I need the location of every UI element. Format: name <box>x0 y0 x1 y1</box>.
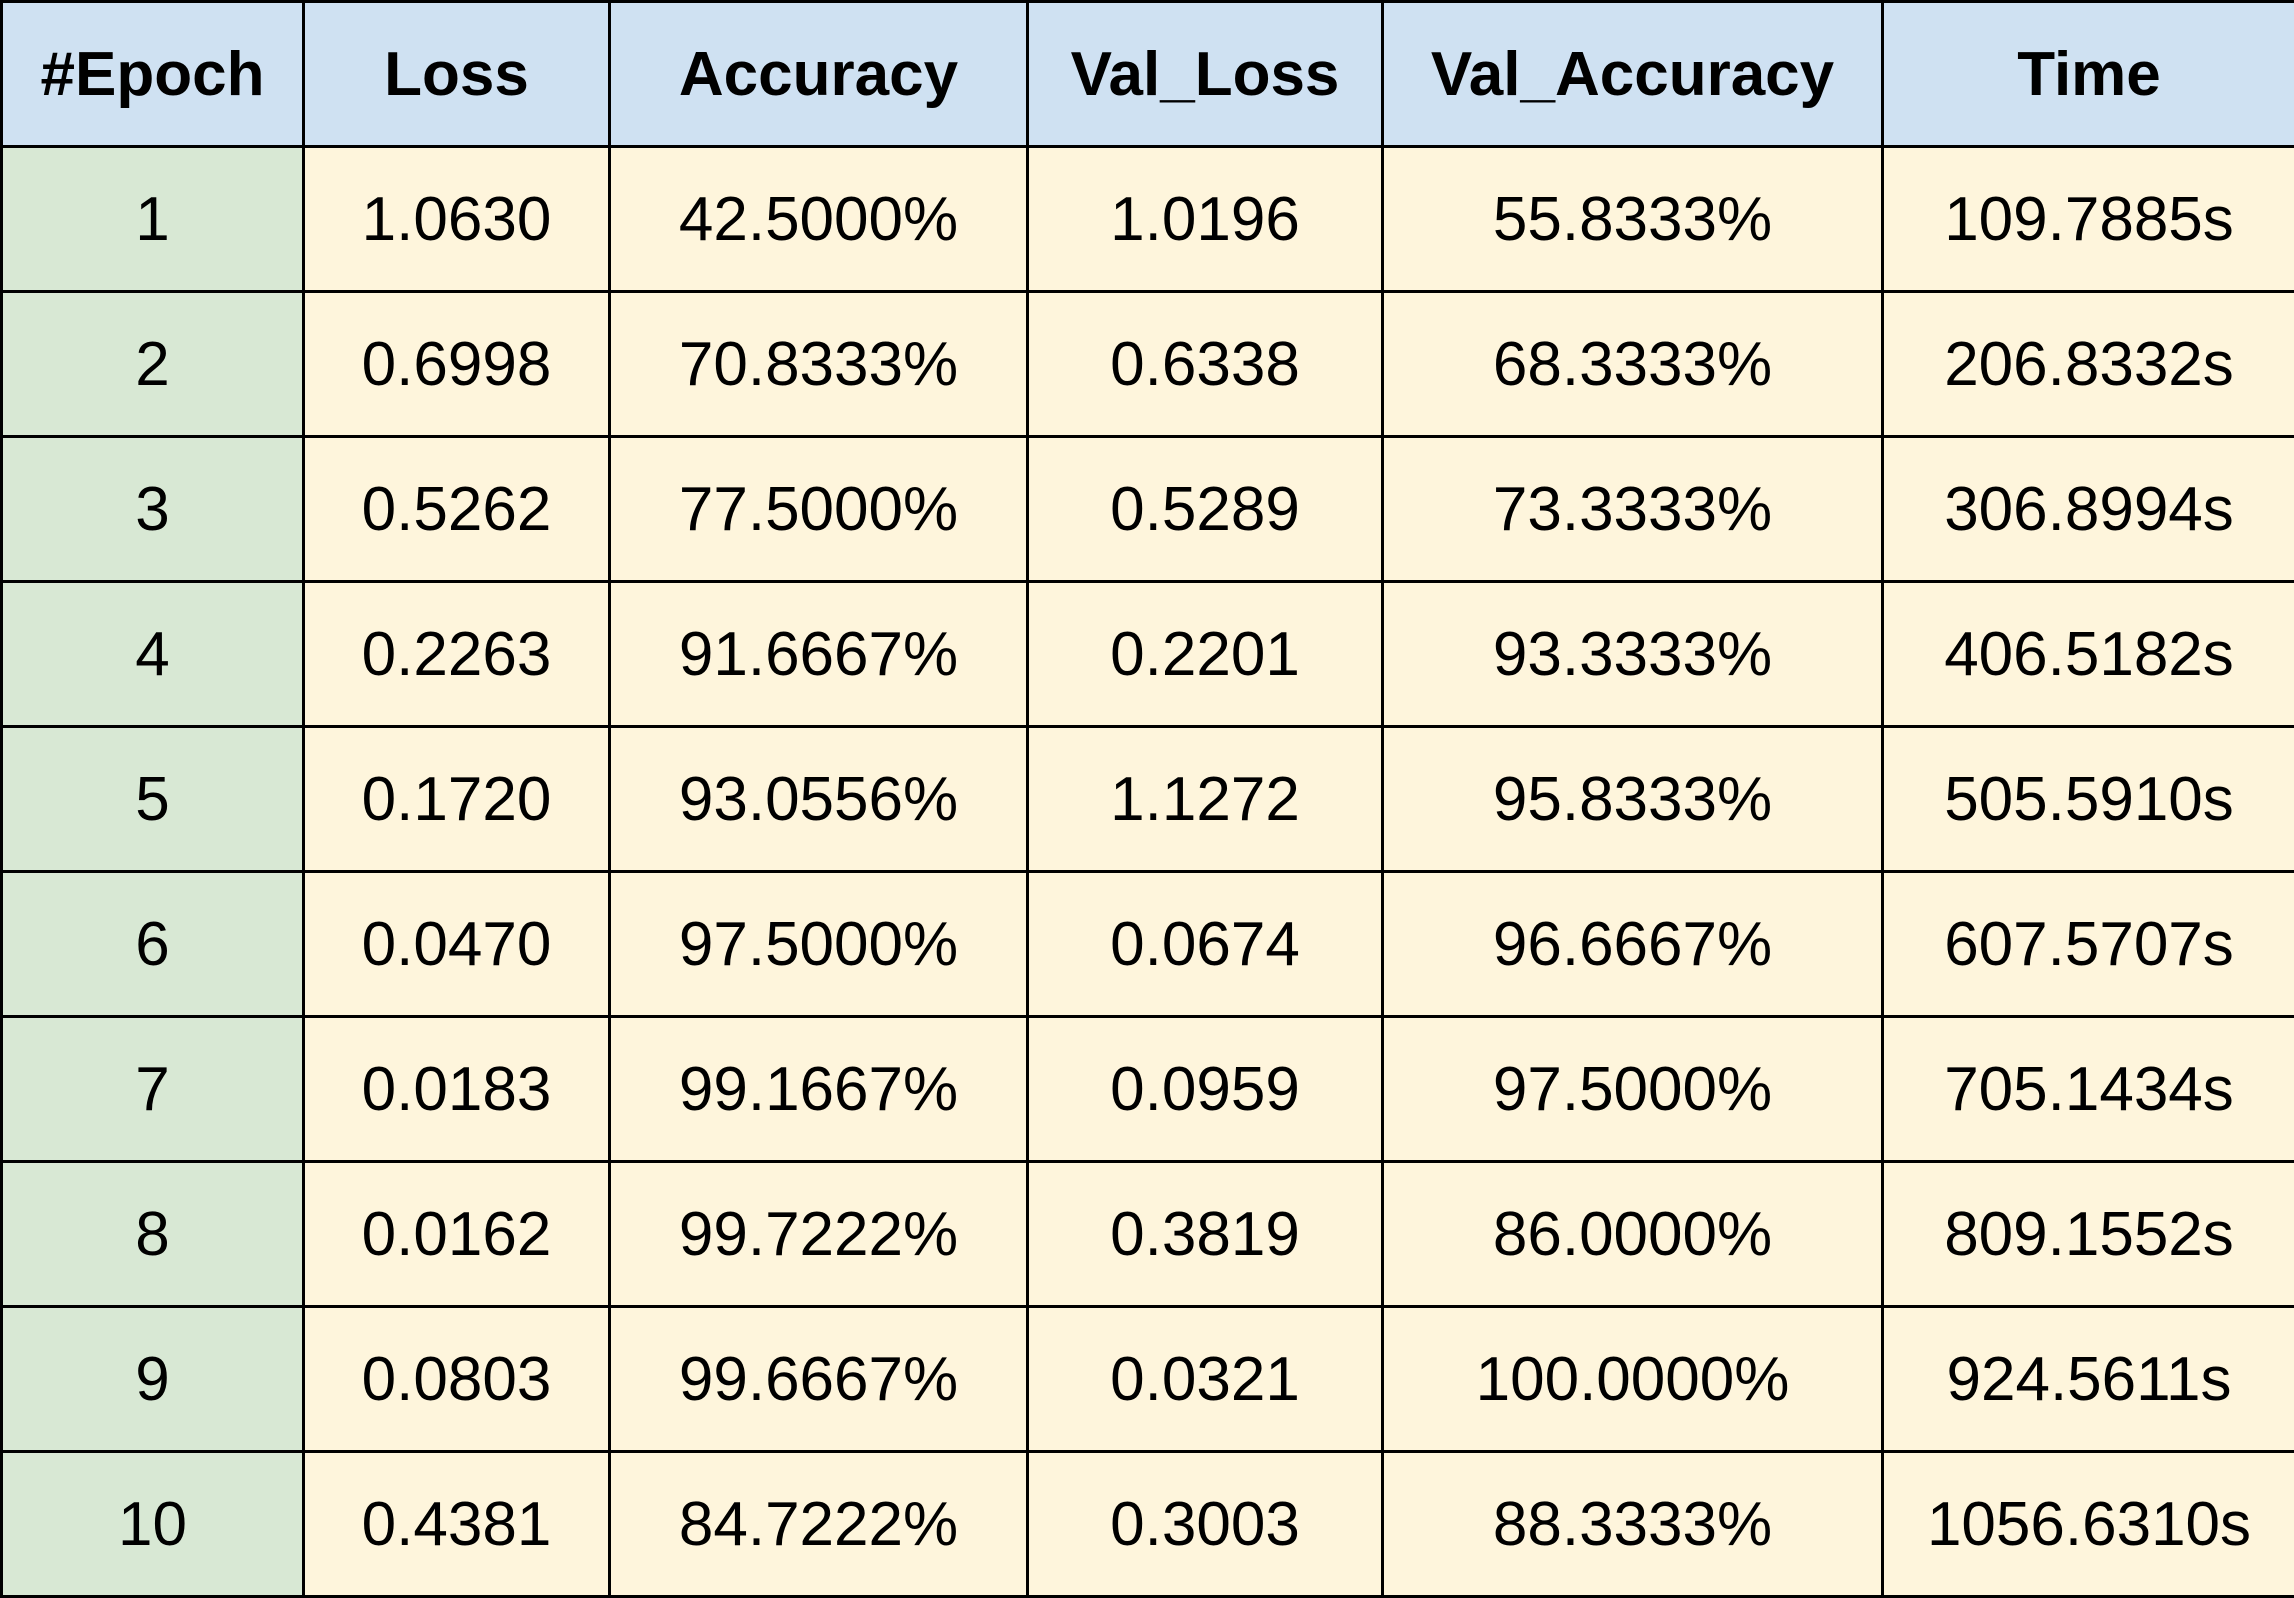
table-row: 1 1.0630 42.5000% 1.0196 55.8333% 109.78… <box>2 147 2294 292</box>
val-accuracy-cell: 96.6667% <box>1383 872 1883 1017</box>
loss-cell: 0.0162 <box>304 1162 610 1307</box>
loss-cell: 0.0470 <box>304 872 610 1017</box>
header-epoch: #Epoch <box>2 2 304 147</box>
accuracy-cell: 91.6667% <box>610 582 1028 727</box>
epoch-cell: 6 <box>2 872 304 1017</box>
epoch-cell: 4 <box>2 582 304 727</box>
time-cell: 109.7885s <box>1883 147 2294 292</box>
epoch-cell: 7 <box>2 1017 304 1162</box>
table-row: 10 0.4381 84.7222% 0.3003 88.3333% 1056.… <box>2 1452 2294 1597</box>
loss-cell: 0.6998 <box>304 292 610 437</box>
table-row: 8 0.0162 99.7222% 0.3819 86.0000% 809.15… <box>2 1162 2294 1307</box>
val-loss-cell: 1.1272 <box>1028 727 1383 872</box>
epoch-cell: 1 <box>2 147 304 292</box>
val-accuracy-cell: 95.8333% <box>1383 727 1883 872</box>
table-row: 5 0.1720 93.0556% 1.1272 95.8333% 505.59… <box>2 727 2294 872</box>
accuracy-cell: 77.5000% <box>610 437 1028 582</box>
val-loss-cell: 0.0321 <box>1028 1307 1383 1452</box>
table-row: 6 0.0470 97.5000% 0.0674 96.6667% 607.57… <box>2 872 2294 1017</box>
accuracy-cell: 70.8333% <box>610 292 1028 437</box>
epoch-cell: 8 <box>2 1162 304 1307</box>
val-loss-cell: 0.0674 <box>1028 872 1383 1017</box>
accuracy-cell: 93.0556% <box>610 727 1028 872</box>
val-loss-cell: 0.6338 <box>1028 292 1383 437</box>
val-loss-cell: 0.3003 <box>1028 1452 1383 1597</box>
epoch-cell: 5 <box>2 727 304 872</box>
header-time: Time <box>1883 2 2294 147</box>
accuracy-cell: 97.5000% <box>610 872 1028 1017</box>
epoch-cell: 3 <box>2 437 304 582</box>
header-val-accuracy: Val_Accuracy <box>1383 2 1883 147</box>
val-loss-cell: 0.2201 <box>1028 582 1383 727</box>
epoch-cell: 2 <box>2 292 304 437</box>
accuracy-cell: 42.5000% <box>610 147 1028 292</box>
val-accuracy-cell: 73.3333% <box>1383 437 1883 582</box>
accuracy-cell: 99.1667% <box>610 1017 1028 1162</box>
loss-cell: 0.1720 <box>304 727 610 872</box>
val-accuracy-cell: 68.3333% <box>1383 292 1883 437</box>
header-loss: Loss <box>304 2 610 147</box>
loss-cell: 0.4381 <box>304 1452 610 1597</box>
val-accuracy-cell: 100.0000% <box>1383 1307 1883 1452</box>
table-row: 4 0.2263 91.6667% 0.2201 93.3333% 406.51… <box>2 582 2294 727</box>
time-cell: 306.8994s <box>1883 437 2294 582</box>
table-row: 7 0.0183 99.1667% 0.0959 97.5000% 705.14… <box>2 1017 2294 1162</box>
accuracy-cell: 99.6667% <box>610 1307 1028 1452</box>
header-accuracy: Accuracy <box>610 2 1028 147</box>
val-accuracy-cell: 55.8333% <box>1383 147 1883 292</box>
val-loss-cell: 0.0959 <box>1028 1017 1383 1162</box>
val-loss-cell: 1.0196 <box>1028 147 1383 292</box>
time-cell: 705.1434s <box>1883 1017 2294 1162</box>
time-cell: 206.8332s <box>1883 292 2294 437</box>
val-accuracy-cell: 97.5000% <box>1383 1017 1883 1162</box>
val-accuracy-cell: 88.3333% <box>1383 1452 1883 1597</box>
val-loss-cell: 0.5289 <box>1028 437 1383 582</box>
loss-cell: 0.5262 <box>304 437 610 582</box>
time-cell: 924.5611s <box>1883 1307 2294 1452</box>
time-cell: 505.5910s <box>1883 727 2294 872</box>
epoch-cell: 9 <box>2 1307 304 1452</box>
accuracy-cell: 84.7222% <box>610 1452 1028 1597</box>
accuracy-cell: 99.7222% <box>610 1162 1028 1307</box>
val-accuracy-cell: 93.3333% <box>1383 582 1883 727</box>
time-cell: 809.1552s <box>1883 1162 2294 1307</box>
loss-cell: 0.2263 <box>304 582 610 727</box>
table-row: 9 0.0803 99.6667% 0.0321 100.0000% 924.5… <box>2 1307 2294 1452</box>
time-cell: 607.5707s <box>1883 872 2294 1017</box>
header-val-loss: Val_Loss <box>1028 2 1383 147</box>
time-cell: 406.5182s <box>1883 582 2294 727</box>
val-accuracy-cell: 86.0000% <box>1383 1162 1883 1307</box>
table-row: 2 0.6998 70.8333% 0.6338 68.3333% 206.83… <box>2 292 2294 437</box>
loss-cell: 1.0630 <box>304 147 610 292</box>
loss-cell: 0.0803 <box>304 1307 610 1452</box>
table-row: 3 0.5262 77.5000% 0.5289 73.3333% 306.89… <box>2 437 2294 582</box>
epoch-cell: 10 <box>2 1452 304 1597</box>
header-row: #Epoch Loss Accuracy Val_Loss Val_Accura… <box>2 2 2294 147</box>
val-loss-cell: 0.3819 <box>1028 1162 1383 1307</box>
time-cell: 1056.6310s <box>1883 1452 2294 1597</box>
loss-cell: 0.0183 <box>304 1017 610 1162</box>
